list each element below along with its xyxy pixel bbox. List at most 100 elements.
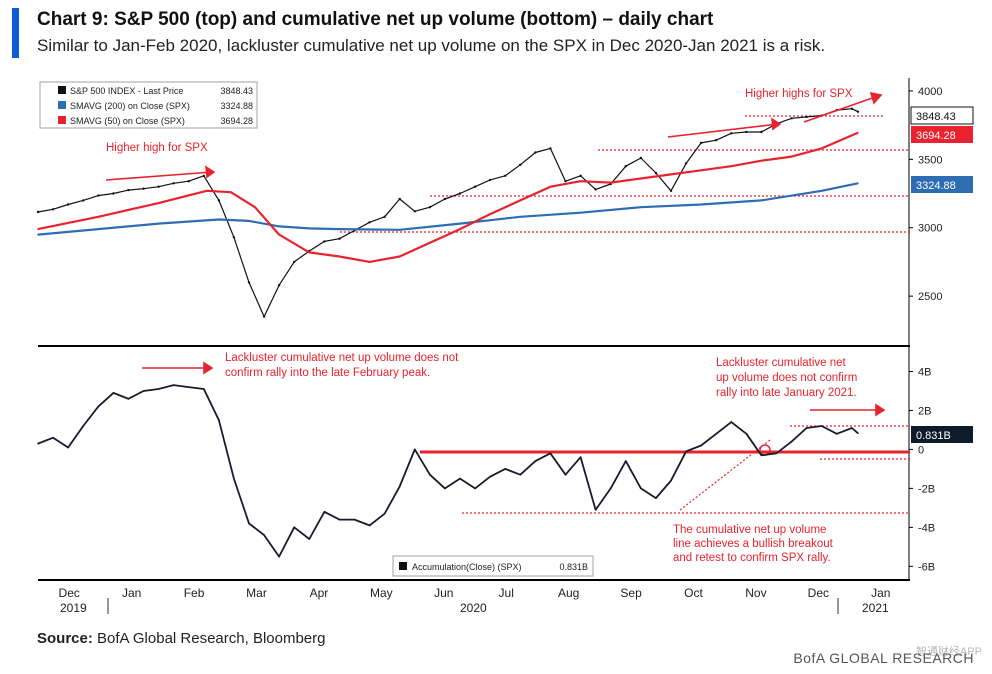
data-point [820, 147, 823, 150]
data-point [278, 225, 280, 228]
y-tick-label: 2B [918, 405, 931, 417]
note-lackluster-jan-2: up volume does not confirm [716, 372, 857, 384]
x-month-label: Dec [59, 586, 80, 600]
data-point [730, 165, 733, 167]
data-point [51, 208, 55, 211]
badge-sma50-box [911, 126, 973, 143]
data-point [248, 522, 250, 525]
data-point [730, 132, 733, 135]
arrow-higher-high [105, 171, 213, 181]
top-legend-box [39, 81, 258, 129]
y-tick-label: 3500 [918, 154, 942, 166]
data-point [278, 555, 280, 558]
data-point [230, 191, 232, 193]
data-point [790, 117, 793, 120]
x-axis-labels: Dec Jan Feb Mar Apr May Jun Jul Aug Sep Oct Nov Dec J… [59, 586, 891, 600]
data-point [685, 450, 687, 453]
chart-title: Chart 9: S&P 500 (top) and cumulative ne… [37, 9, 714, 30]
dotted-breakout-trend [679, 439, 771, 511]
data-point [579, 456, 582, 459]
data-point [293, 260, 296, 264]
data-point [820, 190, 823, 192]
x-month-label: Jan [122, 586, 141, 600]
legend-label-sma50: SMAVG (50) on Close (SPX) [70, 116, 185, 126]
x-month-label: Oct [684, 586, 703, 600]
data-point [262, 315, 266, 318]
data-point [760, 199, 763, 202]
data-point [353, 518, 356, 521]
data-point [549, 147, 552, 150]
data-point [203, 388, 205, 390]
arrow-higher-highs-1 [667, 123, 779, 138]
legend-value-accum: 0.831B [559, 562, 588, 572]
data-point [857, 132, 859, 134]
data-point [414, 448, 416, 451]
data-point [459, 477, 461, 480]
year-label-2019: 2019 [60, 601, 87, 615]
y-tick-label: -6B [918, 561, 935, 573]
data-point [624, 165, 627, 168]
data-point [670, 479, 672, 482]
data-point [429, 242, 431, 244]
legend-swatch-sma50 [58, 116, 66, 124]
annotation-texts: Higher high for SPX Higher highs for SPX… [106, 88, 857, 564]
data-point [534, 151, 537, 154]
data-point [172, 182, 175, 185]
data-point [323, 240, 326, 243]
arrow-lackluster-jan-head [875, 403, 886, 417]
data-point [805, 115, 808, 119]
data-point [805, 427, 808, 429]
data-point [640, 487, 642, 490]
data-point [82, 425, 84, 427]
data-point [700, 444, 702, 447]
data-point [248, 220, 250, 222]
x-month-label: Dec [808, 586, 829, 600]
data-point [97, 228, 100, 230]
data-point [398, 485, 401, 488]
y-tick-label: 3000 [918, 223, 942, 235]
data-point [247, 281, 251, 284]
data-point [413, 210, 416, 213]
badge-price: 3848.43 [910, 106, 974, 125]
badge-sma200-box [911, 176, 973, 193]
legend-value-sma200: 3324.88 [220, 101, 253, 111]
bottom-series-group [37, 384, 859, 558]
note-lackluster-feb-2: confirm rally into the late February pea… [225, 367, 430, 379]
data-point [383, 512, 386, 515]
data-point [609, 181, 612, 184]
data-point [338, 228, 341, 230]
data-point [700, 203, 702, 206]
data-point [775, 452, 778, 455]
badge-accum: 0.831B [911, 426, 973, 443]
data-point [609, 487, 612, 490]
data-point [142, 187, 145, 190]
bottom-support-lines [462, 425, 910, 514]
legend-value-price: 3848.43 [220, 86, 253, 96]
arrow-higher-highs-2-head [869, 91, 883, 105]
data-point [640, 206, 642, 208]
data-point [263, 534, 265, 536]
data-point [458, 192, 462, 195]
data-point [383, 215, 386, 218]
y-tick-label: -2B [918, 483, 935, 495]
data-point [820, 425, 823, 427]
data-point [669, 189, 673, 192]
badge-sma50: 3694.28 [911, 126, 973, 143]
x-month-label: Jul [499, 586, 514, 600]
note-breakout-1: The cumulative net up volume [673, 524, 826, 536]
data-point [760, 130, 763, 134]
data-point [338, 255, 341, 258]
data-point [745, 130, 748, 134]
data-point [368, 524, 371, 527]
data-point [254, 206, 256, 208]
top-legend: S&P 500 INDEX - Last Price 3848.43 SMAVG… [39, 81, 258, 129]
data-point [856, 110, 860, 113]
legend-value-sma50: 3694.28 [220, 116, 253, 126]
data-point [323, 511, 326, 513]
top-y-ticks: 2500 3000 3500 4000 [909, 86, 942, 303]
note-lackluster-feb-1: Lackluster cumulative net up volume does… [225, 352, 459, 364]
data-point [625, 460, 627, 462]
data-point [157, 388, 160, 390]
data-point [579, 174, 582, 177]
